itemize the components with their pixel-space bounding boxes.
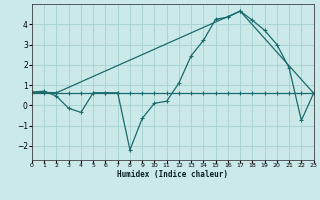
X-axis label: Humidex (Indice chaleur): Humidex (Indice chaleur): [117, 170, 228, 179]
